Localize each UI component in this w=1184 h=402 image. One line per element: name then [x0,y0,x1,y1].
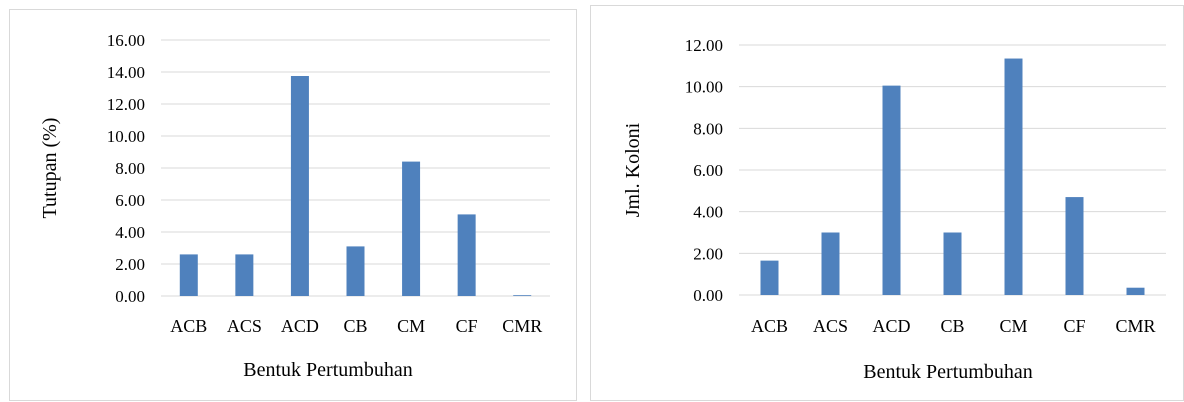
bar-cf [457,214,476,296]
y-tick-label: 6.00 [693,161,723,180]
x-category-label: ACS [813,316,848,336]
x-category-label: ACS [227,316,262,336]
bar-acs [235,254,254,296]
bar-cm [1004,58,1023,295]
y-tick-label: 4.00 [115,223,145,242]
bar-acb [760,260,779,295]
x-category-label: CF [1063,316,1085,336]
x-axis-title: Bentuk Pertumbuhan [863,361,1032,383]
y-tick-label: 8.00 [115,159,145,178]
y-axis-title: Jml. Koloni [622,122,644,217]
bar-cmr [513,295,532,296]
y-tick-label: 2.00 [693,244,723,263]
y-tick-label: 14.00 [107,63,145,82]
x-category-label: CMR [1115,316,1155,336]
y-tick-label: 16.00 [107,31,145,50]
y-tick-label: 12.00 [107,95,145,114]
bar-cb [943,232,962,295]
chart-tutupan: 0.00 2.00 4.00 6.00 8.00 10.00 12.00 14.00 16.00… [39,31,550,381]
bar-cmr [1126,287,1145,295]
x-category-label: CF [456,316,478,336]
bar-acb [179,254,198,296]
bar-cm [402,161,421,296]
x-category-label: CM [999,316,1027,336]
chart-panel-koloni: 0.00 2.00 4.00 6.00 8.00 10.00 12.00 ACB ACS ACD C… [590,5,1184,401]
y-tick-label: 0.00 [693,286,723,305]
x-category-label: ACD [872,316,910,336]
x-axis-title: Bentuk Pertumbuhan [243,359,412,381]
y-tick-label: 4.00 [693,203,723,222]
x-category-label: CB [940,316,964,336]
bar-acd [290,76,309,296]
x-category-label: ACD [281,316,319,336]
y-tick-label: 8.00 [693,119,723,138]
bar-acd [882,85,901,295]
bar-acs [821,232,840,295]
y-tick-label: 12.00 [685,36,723,55]
y-tick-label: 0.00 [115,287,145,306]
x-category-label: CM [397,316,425,336]
chart-koloni: 0.00 2.00 4.00 6.00 8.00 10.00 12.00 ACB ACS ACD C… [622,36,1166,383]
chart-panel-tutupan: 0.00 2.00 4.00 6.00 8.00 10.00 12.00 14.00 16.00… [9,9,577,401]
x-category-label: CMR [502,316,542,336]
y-tick-label: 10.00 [107,127,145,146]
y-tick-label: 2.00 [115,255,145,274]
x-category-label: ACB [751,316,788,336]
y-axis-title: Tutupan (%) [39,118,61,219]
x-category-label: CB [343,316,367,336]
y-tick-label: 10.00 [685,78,723,97]
bar-cf [1065,197,1084,295]
bar-cb [346,246,365,296]
y-tick-label: 6.00 [115,191,145,210]
x-category-label: ACB [170,316,207,336]
